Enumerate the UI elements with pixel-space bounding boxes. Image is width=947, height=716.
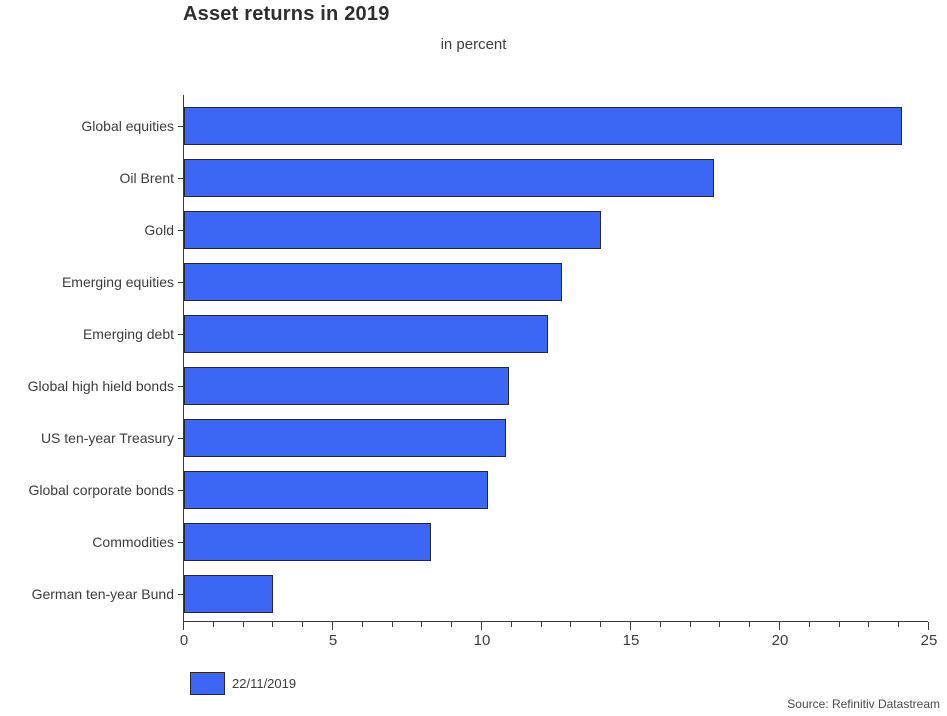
plot-area: 0 5 10 15 20 25 [178,95,937,649]
x-axis-tick-label: 20 [771,632,789,649]
x-axis-major-tick [481,622,482,630]
bar-german-ten-year-bund [184,575,273,613]
category-label-emerging-equities: Emerging equities [61,274,174,290]
x-axis-minor-tick [541,622,542,627]
x-axis-minor-tick [690,622,691,627]
y-axis-tick [178,178,184,179]
x-axis-major-tick [630,622,631,630]
x-axis-tick-label: 0 [179,632,189,649]
x-axis-tick-label: 25 [920,632,938,649]
x-axis-minor-tick [451,622,452,627]
bar-global-equities [184,107,902,145]
x-axis-minor-tick [839,622,840,627]
x-axis-minor-tick [421,622,422,627]
bar-oil-brent [184,159,714,197]
y-axis-tick [178,282,184,283]
x-axis-minor-tick [302,622,303,627]
x-axis-tick-label: 5 [328,632,338,649]
category-label-emerging-debt: Emerging debt [82,326,174,342]
x-axis-major-tick [779,622,780,630]
y-axis-tick [178,386,184,387]
category-label-commodities: Commodities [92,534,174,550]
x-axis-minor-tick [898,622,899,627]
x-axis-tick-label: 10 [473,632,491,649]
x-axis-minor-tick [272,622,273,627]
category-label-german-ten-year-bund: German ten-year Bund [31,586,174,602]
x-axis-major-tick [183,622,184,630]
bar-emerging-debt [184,315,548,353]
x-axis-major-tick [332,622,333,630]
source-note: Source: Refinitiv Datastream [787,697,940,711]
bar-gold [184,211,601,249]
category-label-oil-brent: Oil Brent [119,170,174,186]
chart-subtitle: in percent [440,36,507,53]
bar-emerging-equities [184,263,562,301]
bar-us-ten-year-treasury [184,419,506,457]
y-axis-tick [178,490,184,491]
x-axis-minor-tick [243,622,244,627]
category-label-global-equities: Global equities [81,118,174,134]
bar-commodities [184,523,431,561]
y-axis-tick [178,438,184,439]
category-label-global-high-hield-bonds: Global high hield bonds [27,378,174,394]
y-axis-tick [178,126,184,127]
x-axis-minor-tick [511,622,512,627]
x-axis-minor-tick [719,622,720,627]
x-axis-minor-tick [660,622,661,627]
bar-global-high-hield-bonds [184,367,509,405]
category-label-gold: Gold [144,222,174,238]
y-axis-tick [178,230,184,231]
x-axis-minor-tick [213,622,214,627]
chart-title: Asset returns in 2019 [183,3,390,25]
x-axis-tick-label: 15 [622,632,640,649]
category-label-global-corporate-bonds: Global corporate bonds [28,482,174,498]
y-axis-tick [178,334,184,335]
x-axis-minor-tick [392,622,393,627]
legend-label: 22/11/2019 [232,676,297,691]
x-axis-minor-tick [868,622,869,627]
y-axis-tick [178,542,184,543]
category-label-us-ten-year-treasury: US ten-year Treasury [40,430,174,446]
x-axis-major-tick [928,622,929,630]
x-axis-minor-tick [570,622,571,627]
x-axis-minor-tick [809,622,810,627]
x-axis-minor-tick [362,622,363,627]
y-axis-tick [178,594,184,595]
bar-global-corporate-bonds [184,471,488,509]
x-axis-minor-tick [600,622,601,627]
x-axis-minor-tick [749,622,750,627]
legend-swatch [190,672,225,695]
